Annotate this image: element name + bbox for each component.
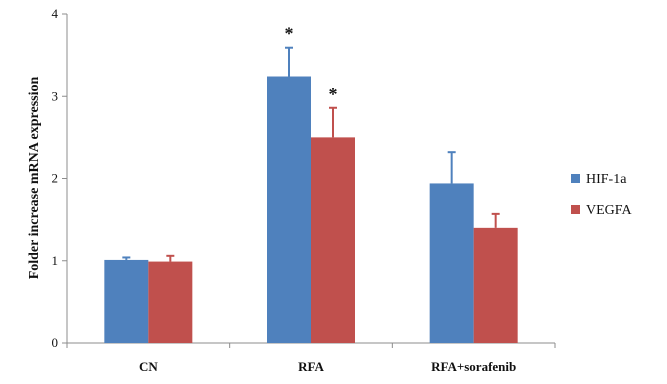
x-tick-label-cn: CN: [139, 359, 158, 374]
significance-marker: *: [329, 84, 338, 104]
x-tick-label-rfa: RFA: [298, 359, 324, 374]
y-axis-title: Folder increase mRNA expression: [27, 76, 42, 279]
significance-marker: *: [285, 24, 294, 44]
legend-label-hif-1a: HIF-1a: [586, 172, 627, 187]
y-tick-label: 2: [52, 171, 59, 186]
y-tick-label: 4: [52, 6, 59, 21]
error-bars: [122, 46, 500, 262]
bar-hif-1a-rfa: [267, 76, 311, 343]
legend-swatch-vegfa: [571, 205, 580, 214]
x-tick-label-rfa-sorafenib: RFA+sorafenib: [431, 359, 516, 374]
y-axis-ticks: 0 1 2 3 4: [52, 6, 67, 350]
legend-label-vegfa: VEGFA: [586, 203, 633, 218]
y-tick-label: 3: [52, 88, 59, 103]
y-tick-label: 0: [52, 335, 59, 350]
legend-swatch-hif-1a: [571, 174, 580, 183]
legend: HIF-1a VEGFA: [571, 172, 633, 218]
bar-vegfa-rfa-sorafenib: [473, 227, 518, 343]
y-tick-label: 1: [52, 253, 59, 268]
bar-hif-1a-rfa-sorafenib: [429, 183, 474, 343]
bar-hif-1a-cn: [104, 259, 149, 343]
bar-vegfa-cn: [148, 261, 193, 343]
x-axis-labels: CN RFA RFA+sorafenib: [139, 359, 516, 374]
bars: [104, 76, 518, 343]
bar-vegfa-rfa: [311, 137, 355, 343]
annotations: **: [285, 24, 338, 104]
